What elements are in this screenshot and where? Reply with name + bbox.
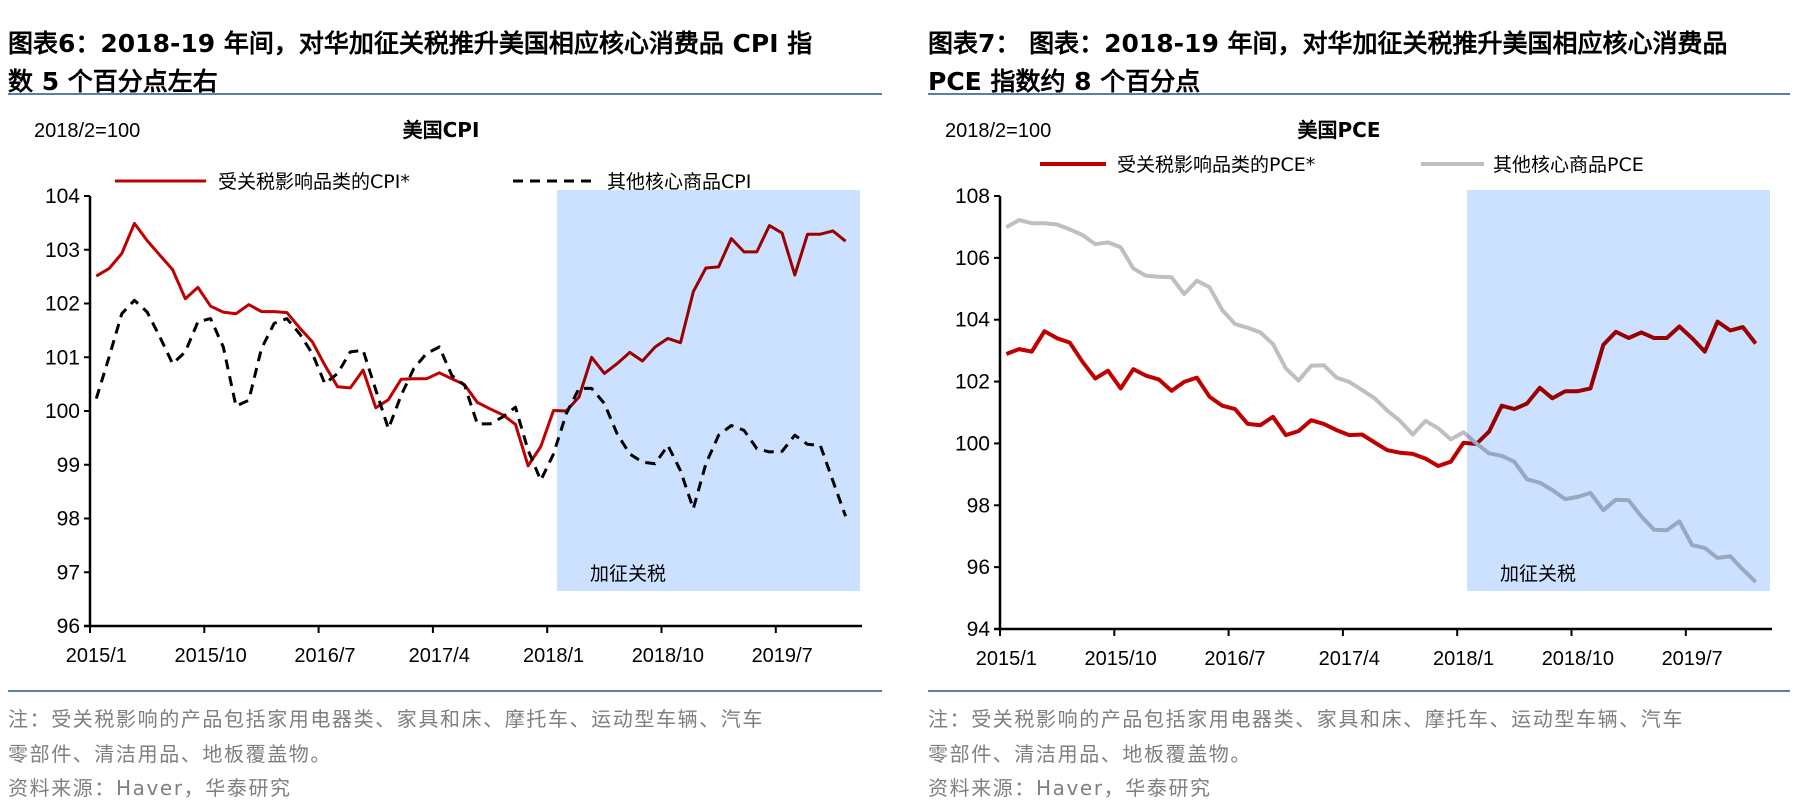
right-note-divider	[928, 690, 1790, 692]
cpi-y-tick-label: 102	[45, 293, 80, 316]
cpi-tariff-zone	[556, 190, 860, 591]
left-note-line2: 零部件、清洁用品、地板覆盖物。	[8, 742, 332, 766]
pce-x-tick-label: 2018/1	[1433, 648, 1494, 670]
pce-y-tick-label: 96	[967, 556, 990, 579]
cpi-legend-tariff-label: 受关税影响品类的CPI*	[218, 171, 410, 193]
pce-y-tick-label: 106	[955, 247, 990, 270]
pce-chart: 加征关税 94 96 98 100 102 104 106 108 2015/1 2015/10 20…	[955, 185, 1772, 670]
pce-y-tick-label: 98	[967, 494, 990, 517]
right-note-line2: 零部件、清洁用品、地板覆盖物。	[928, 742, 1252, 766]
pce-index-base-label: 2018/2=100	[945, 120, 1051, 142]
pce-y-tick-label: 94	[967, 618, 991, 641]
right-title-divider	[928, 93, 1790, 95]
pce-x-tick-label: 2018/10	[1542, 648, 1614, 670]
cpi-x-tick-label: 2019/7	[752, 645, 813, 667]
cpi-x-tick-label: 2016/7	[294, 645, 355, 667]
pce-y-tick-label: 108	[955, 185, 990, 208]
pce-legend-tariff-label: 受关税影响品类的PCE*	[1117, 154, 1315, 176]
pce-x-tick-label: 2016/7	[1204, 648, 1265, 670]
right-note-line1: 注：受关税影响的产品包括家用电器类、家具和床、摩托车、运动型车辆、汽车	[928, 707, 1684, 731]
left-figure-title-line2: 数 5 个百分点左右	[8, 67, 218, 96]
left-note-line1: 注：受关税影响的产品包括家用电器类、家具和床、摩托车、运动型车辆、汽车	[8, 707, 764, 731]
right-figure-title-line1: 图表7： 图表：2018-19 年间，对华加征关税推升美国相应核心消费品	[928, 29, 1728, 58]
cpi-y-tick-label: 104	[45, 185, 80, 208]
cpi-x-tick-label: 2018/1	[523, 645, 584, 667]
cpi-y-tick-label: 103	[45, 239, 80, 262]
cpi-x-tick-label: 2015/1	[66, 645, 127, 667]
cpi-x-tick-label: 2015/10	[175, 645, 247, 667]
cpi-y-tick-label: 99	[57, 454, 80, 477]
cpi-y-tick-label: 98	[57, 508, 80, 531]
pce-y-tick-label: 104	[955, 309, 990, 332]
cpi-series-other-line	[94, 298, 848, 517]
right-figure-title-line2: PCE 指数约 8 个百分点	[928, 67, 1201, 96]
pce-tariff-zone-label: 加征关税	[1500, 563, 1576, 585]
left-title-divider	[8, 93, 882, 95]
cpi-y-tick-label: 96	[57, 615, 80, 638]
cpi-tariff-zone-label: 加征关税	[590, 563, 666, 585]
pce-chart-title: 美国PCE	[1298, 118, 1381, 142]
left-source: 资料来源：Haver，华泰研究	[8, 776, 292, 800]
pce-x-tick-label: 2015/1	[976, 648, 1037, 670]
cpi-x-tick-label: 2017/4	[409, 645, 470, 667]
cpi-chart-title: 美国CPI	[403, 118, 480, 142]
pce-y-tick-label: 100	[955, 432, 990, 455]
cpi-y-tick-label: 100	[45, 400, 80, 423]
cpi-index-base-label: 2018/2=100	[34, 120, 140, 142]
cpi-chart: 加征关税 96 97 98 99 100 101 102 103 104 2015/1 2015/10…	[45, 185, 862, 667]
cpi-legend-other-label: 其他核心商品CPI	[607, 171, 751, 193]
pce-y-tick-label: 102	[955, 371, 990, 394]
pce-x-tick-label: 2015/10	[1085, 648, 1157, 670]
pce-x-tick-label: 2017/4	[1319, 648, 1380, 670]
pce-tariff-zone	[1466, 190, 1770, 591]
cpi-y-tick-label: 97	[57, 561, 80, 584]
cpi-y-tick-label: 101	[45, 346, 80, 369]
pce-x-tick-label: 2019/7	[1662, 648, 1723, 670]
left-figure-title-line1: 图表6：2018-19 年间，对华加征关税推升美国相应核心消费品 CPI 指	[8, 29, 813, 58]
pce-legend-other-label: 其他核心商品PCE	[1493, 154, 1644, 176]
cpi-x-tick-label: 2018/10	[632, 645, 704, 667]
left-note-divider	[8, 690, 882, 692]
right-source: 资料来源：Haver，华泰研究	[928, 776, 1212, 800]
